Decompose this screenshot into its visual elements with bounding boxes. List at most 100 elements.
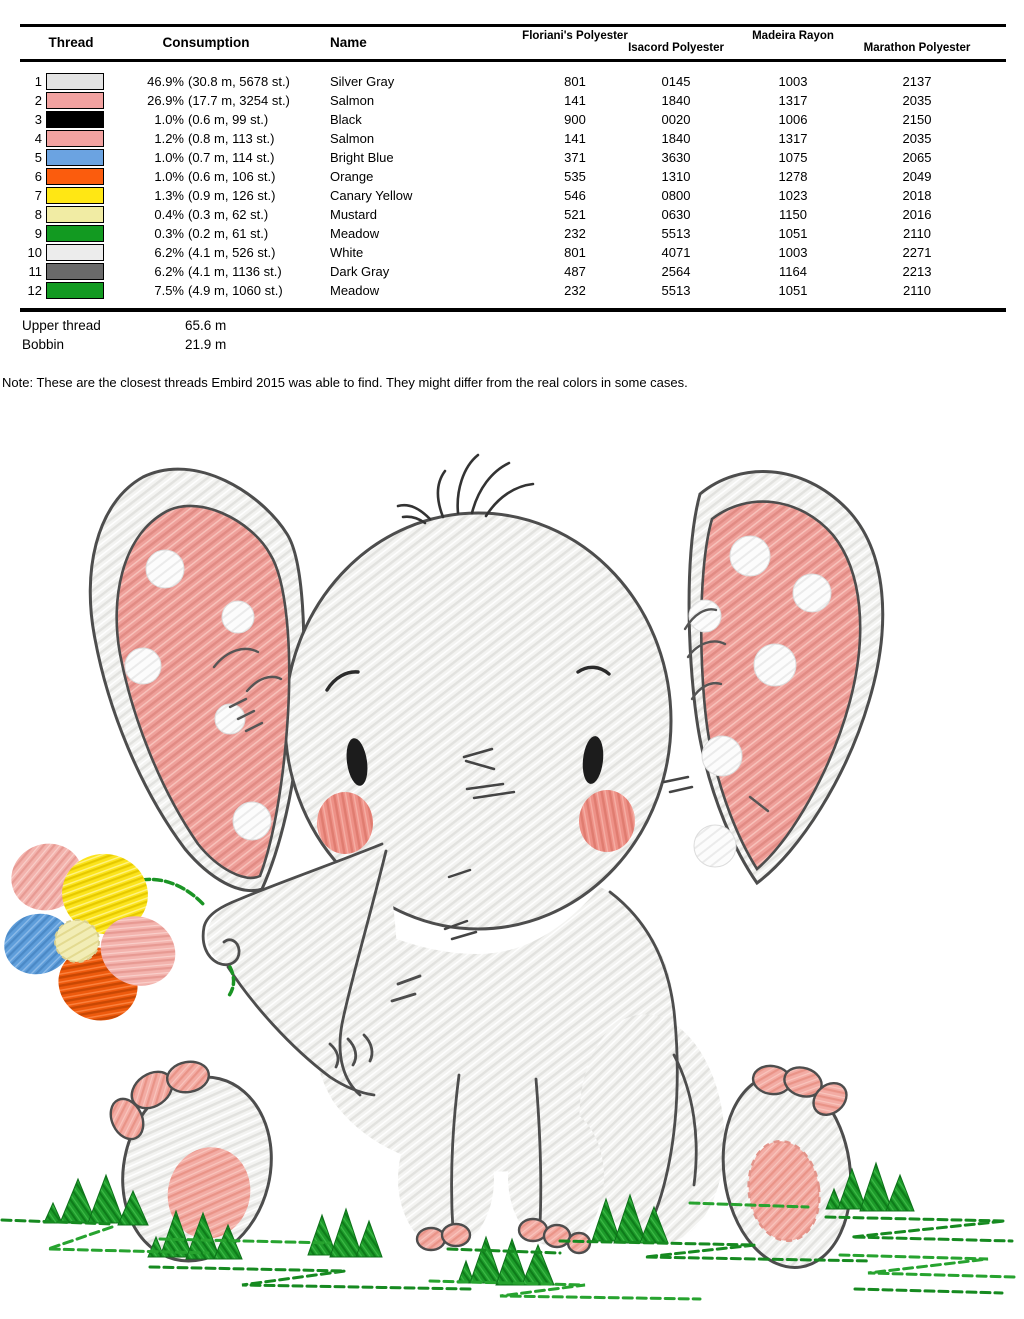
thread-consumption: 0.3% (0.2 m, 61 st.)	[154, 226, 269, 241]
thread-color-swatch	[46, 206, 104, 223]
thread-number: 11	[28, 264, 43, 279]
thread-table-header: Thread Consumption Name Floriani's Polye…	[20, 24, 1006, 62]
isacord-code: 2564	[661, 264, 691, 279]
isacord-code: 1840	[661, 93, 691, 108]
elephant-body-fills	[88, 467, 885, 1249]
thread-color-name: Bright Blue	[330, 150, 394, 165]
floriani-code: 801	[564, 245, 586, 260]
isacord-code: 0020	[661, 112, 691, 127]
isacord-code: 5513	[661, 226, 691, 241]
thread-number: 12	[27, 283, 42, 298]
madeira-code: 1023	[778, 188, 808, 203]
thread-color-swatch	[46, 225, 104, 242]
trunk-wrinkle-2	[346, 1037, 358, 1067]
floriani-code: 546	[564, 188, 586, 203]
madeira-code: 1003	[778, 74, 808, 89]
table-row: 12 7.5% (4.9 m, 1060 st.) Meadow 232 5513…	[20, 281, 1006, 300]
madeira-code: 1317	[778, 93, 808, 108]
thread-color-name: Canary Yellow	[330, 188, 413, 203]
madeira-code: 1317	[778, 131, 808, 146]
thread-table: Thread Consumption Name Floriani's Polye…	[20, 24, 1006, 312]
col-header-thread: Thread	[48, 34, 94, 50]
thread-number: 2	[34, 93, 42, 108]
trunk-inner-edge	[338, 849, 388, 1097]
eyebrows	[325, 665, 611, 692]
thread-color-swatch	[46, 187, 104, 204]
floriani-code: 535	[564, 169, 586, 184]
face	[317, 453, 694, 941]
marathon-code: 2018	[902, 188, 932, 203]
thread-color-name: White	[330, 245, 364, 260]
floriani-code: 801	[564, 74, 586, 89]
thread-color-swatch	[46, 130, 104, 147]
thread-consumption: 1.0% (0.7 m, 114 st.)	[154, 150, 275, 165]
right-foot-pad	[747, 1139, 821, 1243]
thread-color-name: Salmon	[330, 131, 375, 146]
table-row: 8 0.4% (0.3 m, 62 st.) Mustard 521 0630 1…	[20, 205, 1006, 224]
marathon-code: 2035	[902, 131, 932, 146]
marathon-code: 2065	[902, 150, 932, 165]
marathon-code: 2110	[903, 283, 931, 298]
madeira-code: 1150	[779, 207, 807, 222]
left-eye	[346, 738, 368, 786]
isacord-code: 1840	[661, 131, 691, 146]
thread-color-name: Orange	[330, 169, 374, 184]
madeira-code: 1051	[778, 226, 808, 241]
floriani-code: 487	[564, 264, 586, 279]
thread-color-swatch	[46, 92, 104, 109]
thread-number: 4	[34, 131, 42, 146]
thread-color-swatch	[46, 168, 104, 185]
hair-tufts	[396, 453, 535, 525]
grass	[0, 1161, 1016, 1301]
madeira-code: 1051	[778, 283, 808, 298]
thread-color-name: Silver Gray	[330, 74, 395, 89]
flower-center	[54, 919, 100, 963]
isacord-code: 0630	[661, 207, 691, 222]
right-leg-crease	[672, 1053, 698, 1187]
isacord-code: 5513	[661, 283, 691, 298]
thread-color-name: Meadow	[330, 283, 380, 298]
madeira-code: 1164	[779, 264, 807, 279]
col-header-marathon: Marathon Polyester	[863, 42, 971, 54]
face-stitch-marks	[443, 747, 694, 941]
thread-color-name: Black	[330, 112, 362, 127]
left-ear-inner	[115, 504, 291, 879]
thread-consumption: 46.9% (30.8 m, 5678 st.)	[147, 74, 290, 89]
upper-thread-label: Upper thread	[22, 318, 101, 333]
thread-color-name: Mustard	[330, 207, 377, 222]
table-row: 9 0.3% (0.2 m, 61 st.) Meadow 232 5513 10…	[20, 224, 1006, 243]
front-left-leg-line	[450, 1073, 461, 1233]
madeira-code: 1278	[778, 169, 808, 184]
right-cheek	[579, 790, 635, 852]
front-left-leg-fill	[398, 1109, 494, 1249]
grass-tufts	[43, 1161, 915, 1286]
bobbin-value: 21.9 m	[185, 337, 227, 352]
marathon-code: 2110	[903, 226, 931, 241]
petal-salmon	[100, 916, 176, 986]
thread-consumption: 7.5% (4.9 m, 1060 st.)	[154, 283, 283, 298]
petal-blue	[4, 913, 72, 975]
col-header-isacord: Isacord Polyester	[628, 42, 724, 54]
floriani-code: 900	[564, 112, 586, 127]
body-outlines	[201, 842, 698, 1241]
thread-color-swatch	[46, 111, 104, 128]
thread-consumption: 6.2% (4.1 m, 526 st.)	[154, 245, 276, 260]
table-row: 4 1.2% (0.8 m, 113 st.) Salmon 141 1840 1…	[20, 129, 1006, 148]
col-header-consumption: Consumption	[162, 34, 250, 50]
front-right-leg-fill	[508, 1107, 604, 1247]
isacord-code: 0145	[661, 74, 691, 89]
floriani-code: 371	[564, 150, 586, 165]
left-cheek	[317, 792, 373, 854]
isacord-code: 0800	[661, 188, 691, 203]
note-text: Note: These are the closest threads Embi…	[2, 375, 688, 390]
col-header-name: Name	[330, 34, 367, 50]
thread-number: 6	[34, 169, 42, 184]
thread-color-swatch	[46, 282, 104, 299]
right-eye	[582, 736, 604, 784]
upper-thread-value: 65.6 m	[185, 318, 227, 333]
col-header-floriani: Floriani's Polyester	[522, 30, 628, 42]
isacord-code: 4071	[661, 245, 691, 260]
thread-consumption: 1.2% (0.8 m, 113 st.)	[154, 131, 275, 146]
madeira-code: 1075	[778, 150, 808, 165]
bobbin-total: Bobbin 21.9 m	[22, 335, 226, 354]
